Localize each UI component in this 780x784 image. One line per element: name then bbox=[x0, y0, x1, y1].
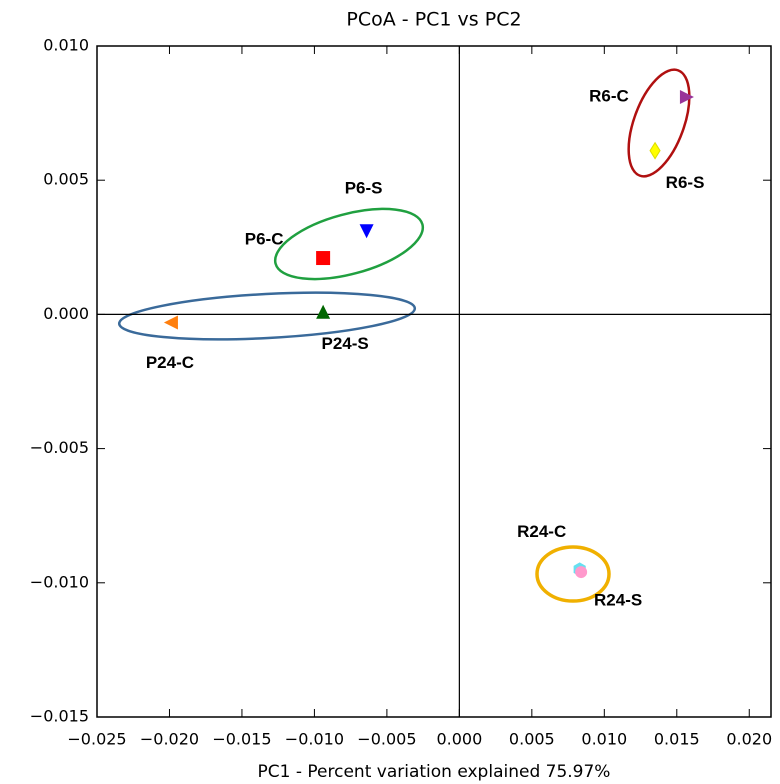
group-ellipses bbox=[117, 68, 691, 603]
data-point bbox=[316, 251, 331, 266]
ellipse bbox=[273, 207, 425, 281]
data-point bbox=[649, 141, 661, 160]
y-tick-label: 0.005 bbox=[43, 170, 89, 189]
x-tick-label: 0.010 bbox=[581, 730, 627, 749]
point-label: R6-C bbox=[589, 86, 629, 105]
point-label: P24-C bbox=[146, 353, 194, 372]
x-tick-label: 0.020 bbox=[726, 730, 772, 749]
x-tick-label: −0.025 bbox=[67, 730, 126, 749]
x-tick-label: 0.015 bbox=[654, 730, 700, 749]
data-point bbox=[679, 89, 694, 104]
y-tick-label: 0.000 bbox=[43, 304, 89, 323]
point-label: R24-S bbox=[594, 591, 642, 610]
x-tick-label: −0.010 bbox=[285, 730, 344, 749]
chart-title: PCoA - PC1 vs PC2 bbox=[346, 9, 521, 31]
point-label: P6-S bbox=[345, 179, 383, 198]
point-label: R6-S bbox=[666, 173, 705, 192]
point-label: P6-C bbox=[245, 230, 284, 249]
x-tick-label: 0.000 bbox=[436, 730, 482, 749]
x-tick-label: 0.005 bbox=[509, 730, 555, 749]
data-point bbox=[359, 224, 374, 239]
ellipse bbox=[117, 291, 417, 341]
y-tick-label: −0.015 bbox=[30, 707, 89, 726]
y-tick-label: −0.010 bbox=[30, 572, 89, 591]
plot-frame bbox=[96, 45, 772, 718]
data-point bbox=[316, 304, 331, 319]
y-tick-label: 0.010 bbox=[43, 36, 89, 55]
ellipse bbox=[627, 68, 691, 178]
x-axis-label: PC1 - Percent variation explained 75.97% bbox=[258, 762, 611, 782]
x-tick-label: −0.020 bbox=[140, 730, 199, 749]
ellipse bbox=[535, 545, 611, 603]
point-label: P24-S bbox=[321, 334, 368, 353]
x-tick-label: −0.005 bbox=[357, 730, 416, 749]
data-point bbox=[163, 315, 178, 330]
data-point bbox=[575, 566, 588, 579]
x-tick-label: −0.015 bbox=[212, 730, 271, 749]
point-label: R24-C bbox=[517, 522, 566, 541]
y-tick-label: −0.005 bbox=[30, 438, 89, 457]
